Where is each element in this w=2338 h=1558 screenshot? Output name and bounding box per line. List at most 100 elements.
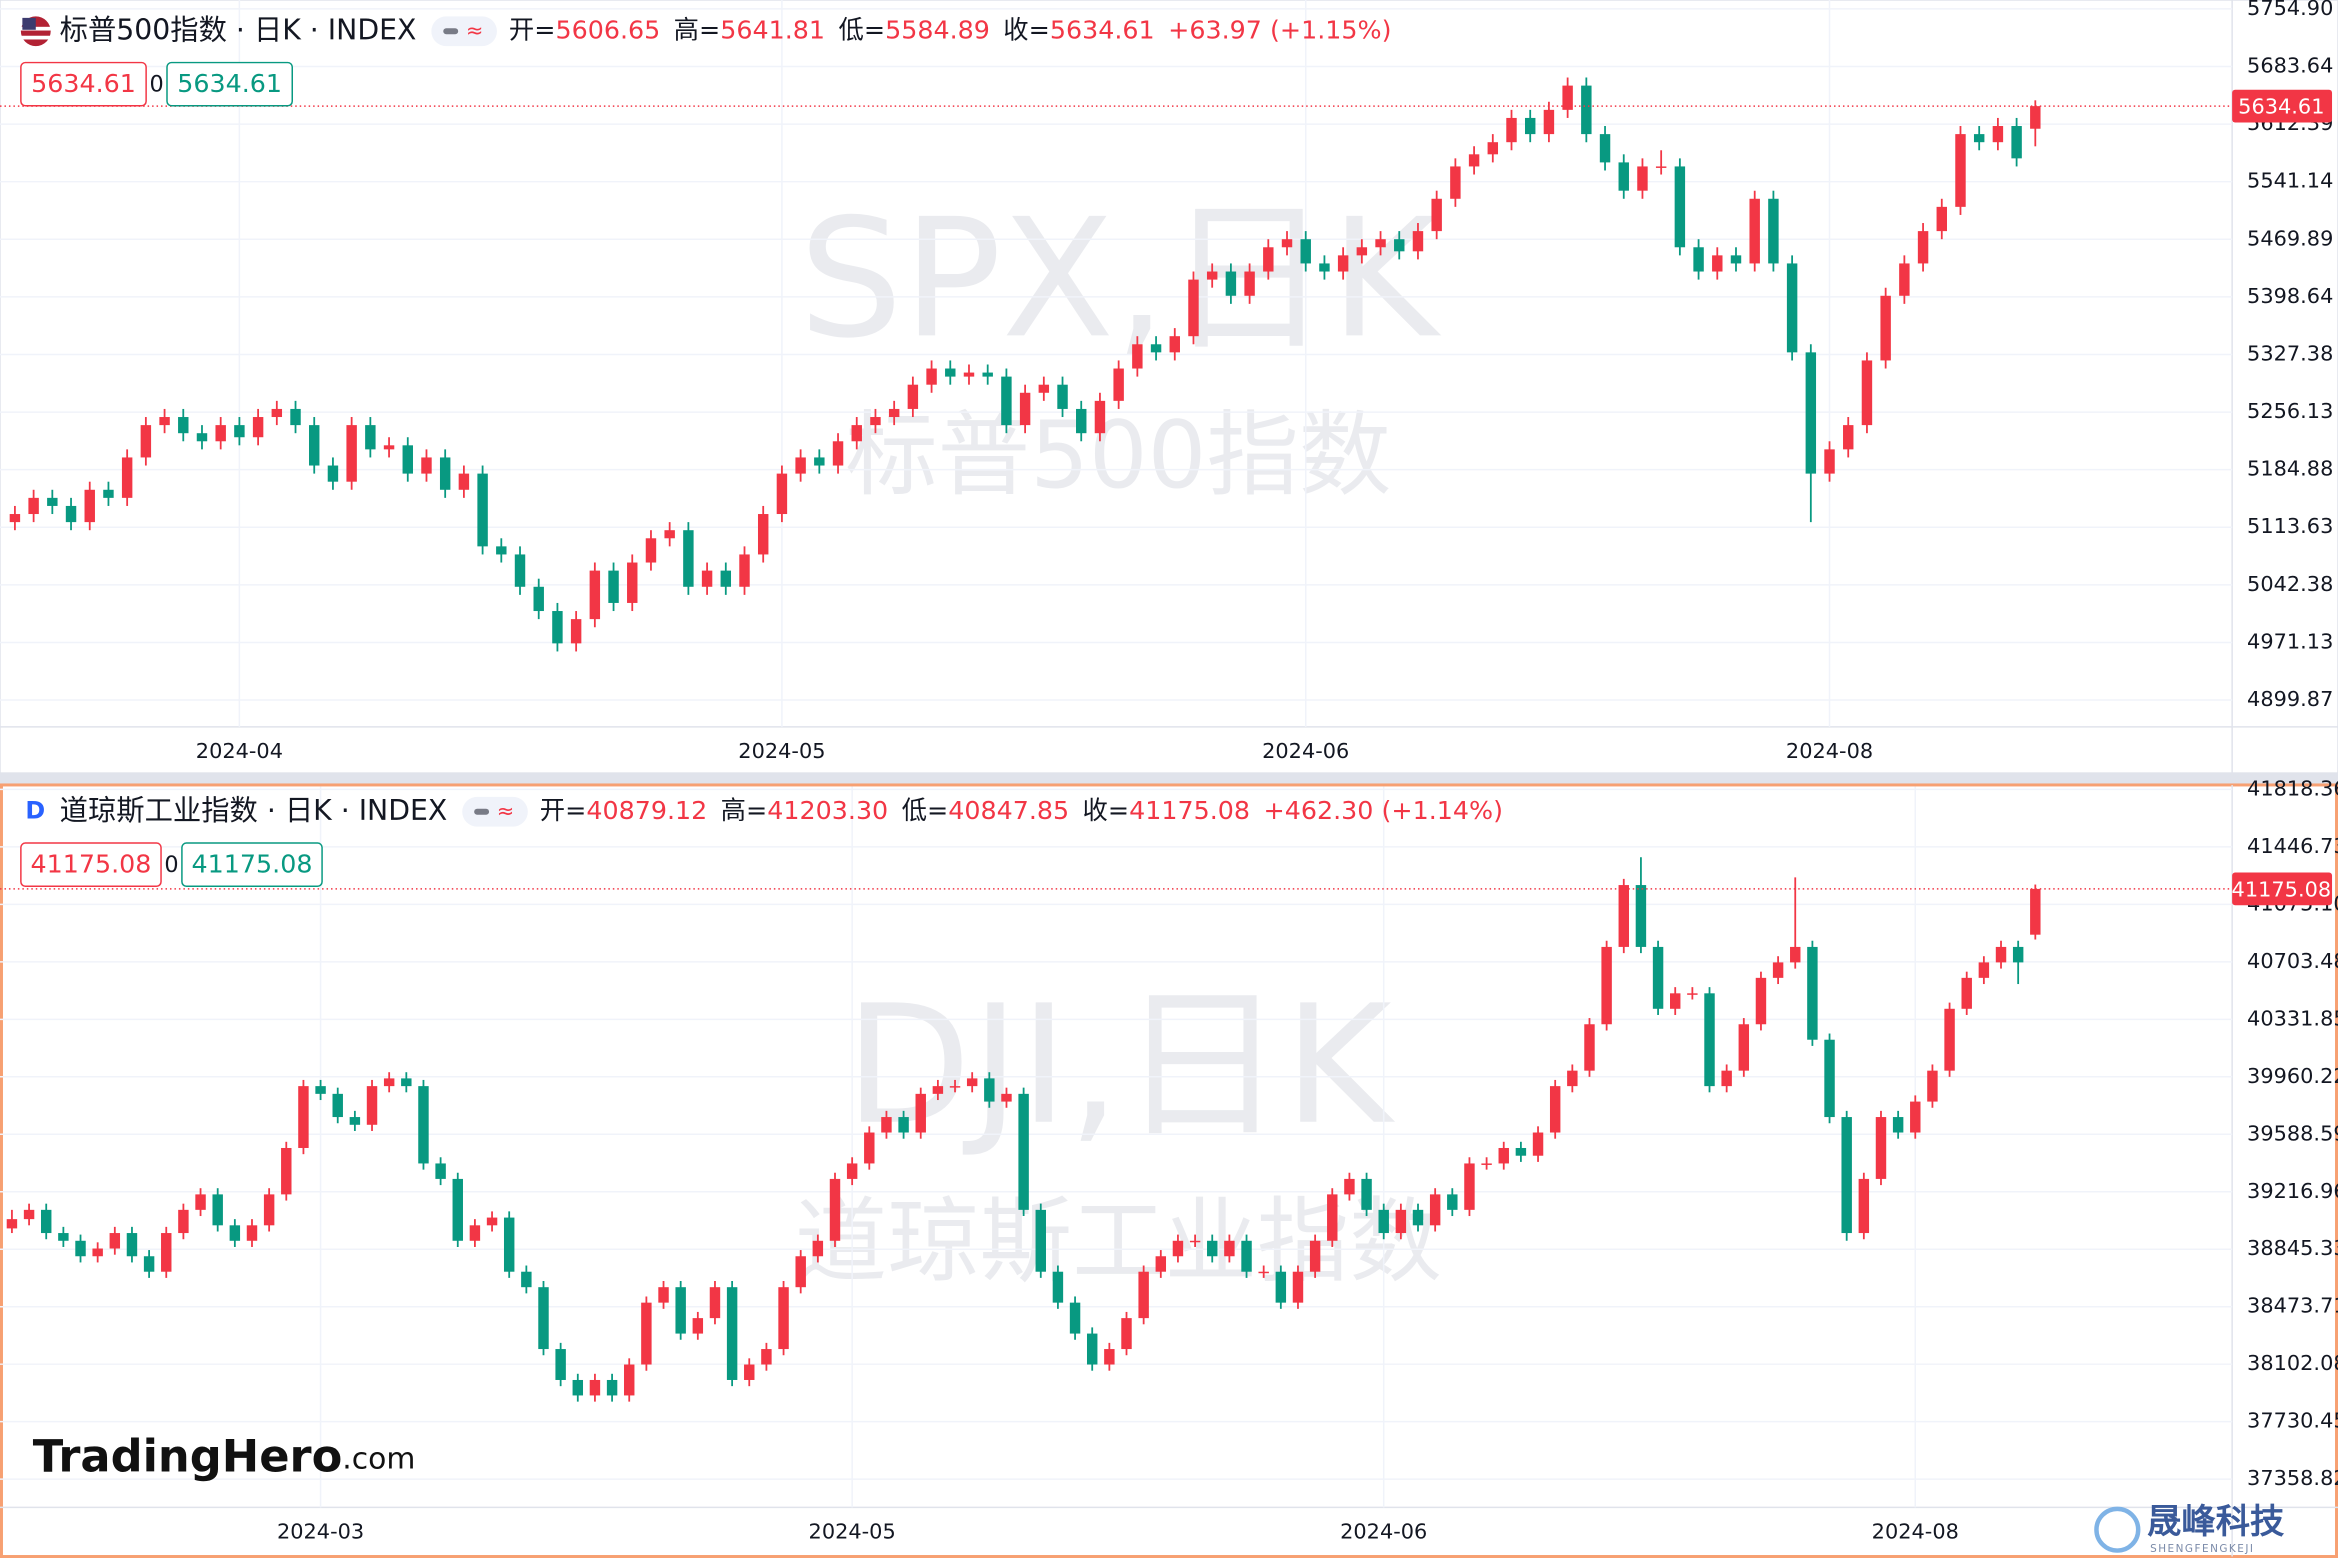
badge-spread: 0: [149, 71, 163, 97]
candle-body: [1786, 263, 1798, 353]
legend-value: 40879.12: [586, 795, 707, 825]
candle-body: [907, 384, 919, 409]
candle-body: [252, 417, 264, 438]
legend-value: 40847.85: [948, 795, 1069, 825]
candle-body: [932, 1086, 944, 1094]
candle-body: [421, 457, 432, 474]
legend-value: 5606.65: [555, 14, 660, 44]
last-price-tag: [2232, 872, 2333, 906]
legend-label: 低=: [902, 795, 949, 825]
candle-body: [1524, 117, 1536, 135]
x-tick-label: 2024-06: [1340, 1520, 1427, 1544]
candle-body: [1824, 1039, 1835, 1118]
candle-body: [1132, 344, 1143, 369]
candle-body: [1001, 376, 1012, 426]
y-tick-label: 41446.73: [2247, 834, 2338, 858]
candle-body: [1841, 1117, 1852, 1234]
y-tick-label: 38102.08: [2247, 1351, 2338, 1375]
candle-body: [606, 1379, 618, 1396]
candle-body: [435, 1163, 446, 1179]
candle-body: [1069, 1302, 1081, 1334]
candle-body: [1805, 352, 1817, 474]
brand-cn-icon: [2094, 1506, 2141, 1553]
candle-body: [1532, 1132, 1544, 1156]
candle-body: [1961, 977, 1972, 1009]
legend-label: 高=: [721, 795, 768, 825]
candle-body: [1955, 134, 1966, 207]
candle-body: [1172, 1240, 1184, 1257]
candle-body: [589, 1379, 601, 1396]
candle-body: [229, 1225, 241, 1241]
candle-body: [1861, 360, 1873, 426]
candle-body: [966, 1078, 978, 1087]
candle-body: [1038, 384, 1050, 393]
watermark-sub: 标普500指数: [845, 401, 1391, 509]
candle-body: [1618, 162, 1629, 191]
candle-body: [555, 1349, 566, 1380]
y-tick-label: 5327.38: [2247, 341, 2333, 365]
legend-label: 低=: [838, 14, 885, 44]
y-tick-label: 5469.89: [2247, 226, 2333, 250]
x-tick-label: 2024-03: [277, 1520, 364, 1544]
candle-body: [1687, 993, 1698, 995]
legend-label: 收=: [1003, 14, 1050, 44]
candle-body: [1543, 109, 1555, 135]
candle-body: [881, 1117, 892, 1133]
candle-body: [1001, 1093, 1012, 1102]
candle-body: [1052, 1271, 1064, 1303]
badge-spread: 0: [164, 852, 178, 878]
candle-body: [1224, 1240, 1235, 1257]
y-tick-label: 40331.85: [2247, 1006, 2338, 1030]
candle-body: [982, 372, 993, 377]
candle-body: [1263, 247, 1274, 272]
candle-body: [552, 611, 563, 644]
candle-body: [58, 1233, 69, 1241]
candle-body: [645, 538, 657, 563]
candle-body: [1057, 384, 1068, 409]
candle-body: [1244, 271, 1255, 296]
brand-logo: TradingHero.com: [33, 1431, 416, 1483]
candle-body: [1995, 946, 2007, 963]
candle-body: [898, 1117, 909, 1133]
candle-body: [1487, 142, 1499, 155]
y-tick-label: 41818.36: [2247, 776, 2338, 800]
candle-body: [309, 425, 320, 466]
x-tick-label: 2024-05: [738, 739, 825, 763]
legend-value: 5641.81: [720, 14, 825, 44]
toggle-dash: [474, 808, 490, 815]
candle-body: [452, 1178, 463, 1241]
price-badge: [166, 61, 293, 107]
candle-body: [1944, 1008, 1955, 1071]
candle-body: [1225, 271, 1237, 296]
candle-body: [366, 1086, 378, 1125]
candle-body: [9, 514, 21, 523]
candle-body: [1807, 946, 1818, 1040]
candle-body: [926, 368, 937, 385]
candle-body: [1599, 134, 1611, 163]
flag-stripe: [20, 35, 51, 40]
y-tick-label: 40703.48: [2247, 949, 2338, 973]
chart-title: 道琼斯工业指数 · 日K · INDEX: [60, 794, 448, 827]
candle-body: [1992, 126, 2004, 143]
candle-body: [1712, 255, 1723, 272]
price-badge: [181, 842, 323, 887]
candle-body: [103, 489, 114, 498]
candle-body: [84, 489, 95, 523]
candle-body: [1670, 993, 1681, 1009]
y-tick-label: 38473.71: [2247, 1294, 2338, 1318]
candle-body: [744, 1364, 755, 1380]
candle-body: [761, 1349, 772, 1365]
candle-body: [234, 425, 245, 438]
price-badge-text: 5634.61: [177, 68, 282, 98]
candle-body: [1704, 993, 1715, 1087]
legend-value: 5634.61: [1050, 14, 1155, 44]
candle-body: [589, 570, 601, 620]
x-tick-label: 2024-06: [1262, 739, 1349, 763]
flag-canton: [22, 17, 36, 30]
price-badge-text: 5634.61: [31, 68, 136, 98]
candle-body: [65, 505, 77, 523]
candle-body: [1281, 239, 1293, 248]
brand-suffix: .com: [342, 1441, 415, 1476]
candle-body: [570, 619, 582, 644]
